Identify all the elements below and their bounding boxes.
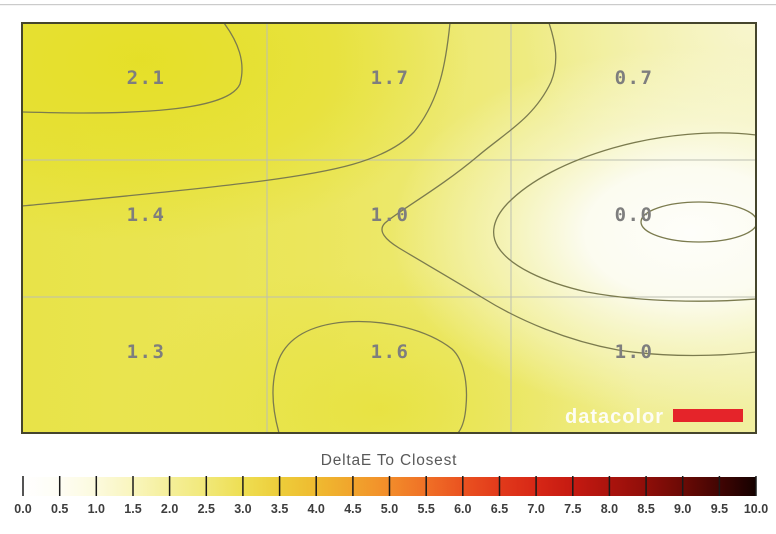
cell-value: 1.6	[371, 341, 410, 363]
colorbar-tick-label: 8.0	[601, 502, 618, 516]
contour-s-curve	[23, 24, 451, 207]
colorbar-ticks	[22, 476, 757, 496]
cell-value: 1.7	[371, 67, 410, 89]
colorbar-tick-label: 0.0	[14, 502, 31, 516]
colorbar-tick-label: 10.0	[744, 502, 768, 516]
colorbar-tick-label: 8.5	[637, 502, 654, 516]
heatmap-field	[23, 24, 755, 432]
colorbar-tick-label: 9.0	[674, 502, 691, 516]
colorbar-tick-label: 7.5	[564, 502, 581, 516]
colorbar-tick-label: 6.0	[454, 502, 471, 516]
colorbar-tick-label: 7.0	[527, 502, 544, 516]
datacolor-logo: datacolor	[565, 406, 743, 428]
colorbar-tick-label: 4.5	[344, 502, 361, 516]
colorbar-tick-labels: 0.0 0.5 1.0 1.5 2.0 2.5 3.0 3.5 4.0 4.5 …	[14, 502, 768, 516]
colorbar-tick-label: 3.0	[234, 502, 251, 516]
contour-wedge	[381, 24, 755, 357]
colorbar-tick-label: 5.0	[381, 502, 398, 516]
colorbar-tick-label: 4.0	[308, 502, 325, 516]
cell-value: 1.0	[371, 204, 410, 226]
colorbar-tick-label: 2.5	[198, 502, 215, 516]
colorbar-title: DeltaE To Closest	[321, 452, 458, 469]
colorbar-tick-label: 9.5	[711, 502, 728, 516]
contour-bottom-loop	[272, 320, 468, 432]
cell-value: 1.4	[127, 204, 166, 226]
colorbar-tick-label: 0.5	[51, 502, 68, 516]
colorbar-tick-label: 6.5	[491, 502, 508, 516]
grid-lines	[22, 23, 756, 433]
colorbar-tick-label: 2.0	[161, 502, 178, 516]
contour-lines	[23, 24, 755, 432]
contour-minimum	[640, 201, 755, 243]
cell-value: 0.0	[615, 204, 654, 226]
cell-value: 1.3	[127, 341, 166, 363]
datacolor-logo-text: datacolor	[565, 406, 664, 428]
cell-value: 2.1	[127, 67, 166, 89]
contour-topleft	[23, 24, 243, 114]
colorbar-tick-label: 3.5	[271, 502, 288, 516]
cell-value: 0.7	[615, 67, 654, 89]
colorbar-tick-label: 5.5	[418, 502, 435, 516]
colorbar-tick-label: 1.0	[88, 502, 105, 516]
contour-white-region	[492, 132, 755, 302]
cell-value-labels: 2.1 1.7 0.7 1.4 1.0 0.0 1.3 1.6 1.0	[127, 67, 654, 363]
colorbar-tick-label: 1.5	[124, 502, 141, 516]
cell-value: 1.0	[615, 341, 654, 363]
datacolor-logo-accent-bar	[673, 409, 743, 422]
plot-border	[21, 22, 757, 434]
top-divider	[0, 4, 776, 6]
